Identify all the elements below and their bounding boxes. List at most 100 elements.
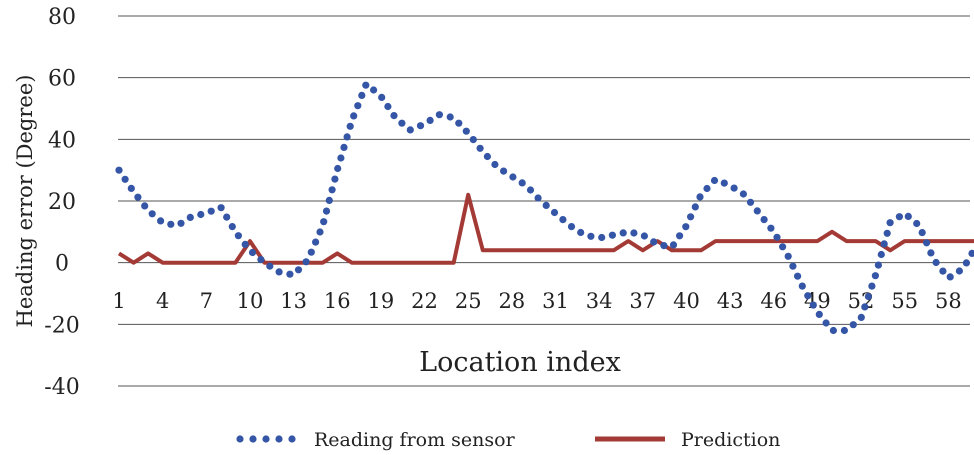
sensor-dot [710, 176, 719, 185]
sensor-dot [927, 249, 935, 257]
sensor-dot [228, 223, 236, 231]
sensor-dot [177, 219, 185, 227]
sensor-dot [968, 249, 974, 257]
sensor-dot [223, 213, 231, 221]
sensor-dot [476, 144, 484, 152]
x-tick-label: 1 [112, 289, 125, 313]
sensor-dot [500, 167, 508, 175]
sensor-dot [286, 270, 294, 278]
x-tick-label: 52 [848, 289, 875, 313]
sensor-dot [779, 243, 787, 251]
sensor-dot [650, 238, 658, 246]
legend: Reading from sensor Prediction [236, 429, 780, 451]
x-tick-label: 34 [586, 289, 613, 313]
sensor-dot [362, 81, 370, 89]
x-tick-label: 58 [935, 289, 962, 313]
sensor-dot [550, 208, 559, 217]
sensor-dot [325, 196, 333, 204]
sensor-dot [302, 258, 310, 266]
sensor-dot [148, 210, 156, 218]
sensor-dot [829, 326, 838, 335]
sensor-dot [378, 93, 386, 101]
x-tick-label: 31 [542, 289, 569, 313]
sensor-dot [416, 122, 425, 130]
sensor-dot [322, 207, 331, 215]
sensor-dot [886, 219, 894, 227]
sensor-dot [334, 164, 342, 173]
sensor-dot [864, 292, 873, 301]
sensor-dot [871, 272, 880, 280]
sensor-dot [746, 198, 755, 206]
sensor-dot [320, 218, 328, 226]
sensor-dot [691, 203, 699, 211]
sensor-dot [840, 326, 849, 335]
sensor-dot [815, 310, 823, 318]
sensor-dot [577, 228, 585, 237]
legend-sensor-dot [249, 435, 257, 443]
legend-sensor-dot [236, 435, 244, 443]
series [115, 81, 974, 335]
sensor-dot [384, 102, 392, 111]
sensor-dot [822, 319, 830, 327]
sensor-dot [784, 252, 792, 260]
sensor-dot [534, 194, 542, 202]
sensor-dot [861, 303, 869, 311]
sensor-dot [234, 232, 242, 240]
sensor-dot [904, 212, 912, 220]
sensor-dot [630, 229, 638, 237]
sensor-dot [294, 266, 303, 274]
y-tick-label: 20 [48, 190, 76, 215]
sensor-dot [157, 217, 165, 225]
sensor-point [115, 166, 123, 174]
sensor-dot [619, 229, 627, 237]
x-tick-label: 43 [717, 289, 744, 313]
x-tick-label: 46 [760, 289, 787, 313]
sensor-dot [682, 223, 690, 231]
sensor-dot [370, 86, 378, 94]
sensor-dot [687, 213, 695, 221]
x-tick-label: 28 [498, 289, 525, 313]
sensor-dot [241, 240, 249, 248]
legend-sensor-dot [275, 435, 283, 443]
sensor-dot [266, 262, 274, 270]
x-tick-label: 40 [673, 289, 700, 313]
sensor-dot [913, 219, 921, 228]
sensor-dot [703, 184, 711, 193]
sensor-dot [587, 232, 595, 240]
sensor-dot [518, 179, 526, 187]
y-tick-labels: -40 -20 0 20 40 60 80 [44, 5, 79, 400]
legend-sensor-label: Reading from sensor [314, 429, 516, 451]
sensor-dot [767, 224, 775, 232]
sensor-dot [883, 229, 891, 237]
legend-prediction-label: Prediction [681, 429, 780, 451]
x-tick-label: 10 [237, 289, 264, 313]
sensor-dot [350, 112, 358, 120]
sensor-dot [462, 127, 470, 135]
sensor-dot [962, 259, 971, 267]
sensor-dot [640, 232, 649, 240]
sensor-dot [398, 119, 406, 127]
legend-sensor-dot [288, 435, 296, 443]
sensor-dot [390, 112, 398, 120]
sensor-dot [895, 213, 904, 221]
sensor-dot [660, 242, 668, 250]
sensor-dot [923, 239, 931, 247]
sensor-dot [918, 229, 926, 237]
sensor-dot [406, 126, 414, 134]
y-tick-label: -20 [44, 313, 79, 338]
sensor-dot [426, 116, 434, 124]
sensor-dot [127, 184, 135, 192]
sensor-dot [358, 91, 366, 99]
sensor-dot [598, 233, 606, 242]
sensor-dot [669, 241, 678, 249]
sensor-dot [773, 233, 781, 241]
y-tick-label: 60 [48, 67, 76, 92]
sensor-dot [676, 232, 684, 240]
sensor-dot [739, 190, 748, 198]
sensor-dot [932, 258, 940, 267]
sensor-dot [526, 186, 535, 194]
y-tick-label: 80 [48, 5, 76, 30]
sensor-dot [134, 193, 142, 201]
sensor-dot [809, 301, 817, 309]
